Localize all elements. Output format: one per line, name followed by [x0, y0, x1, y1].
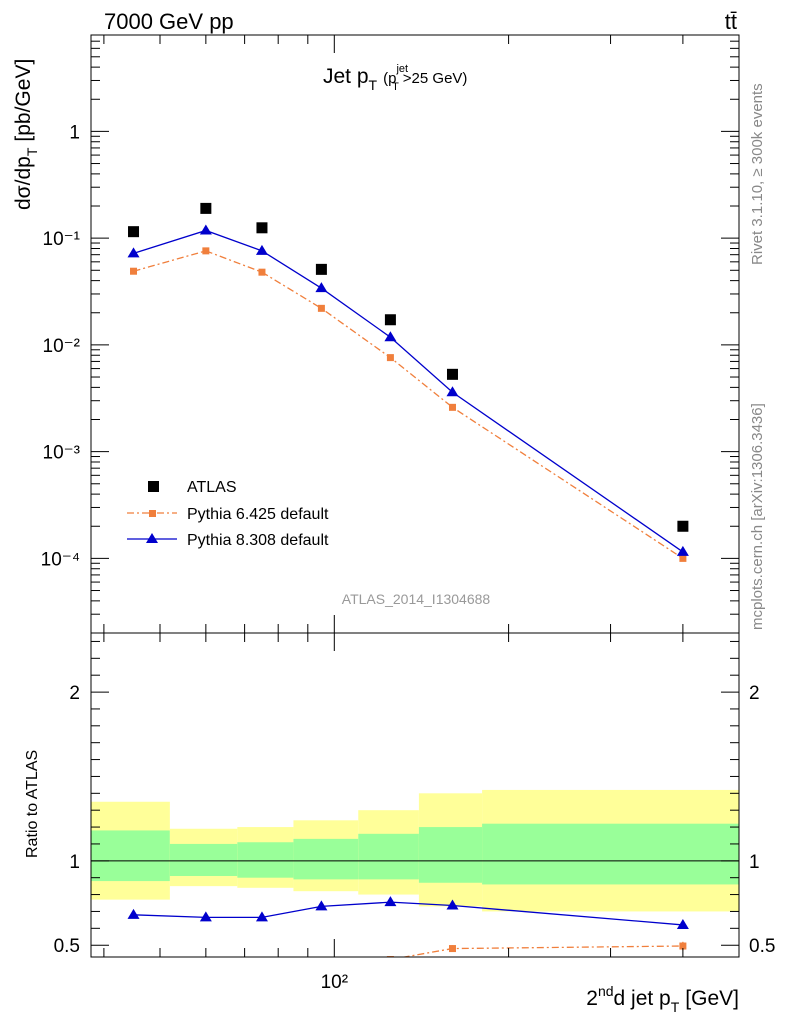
ratio-y-tick-label: 1	[69, 852, 80, 873]
title-paren-sub: T	[392, 81, 399, 93]
ratio-panel: 10² 0.5 0.5 1 1 2 2 Ratio to ATLAS	[24, 632, 775, 993]
title-paren-sup: jet	[395, 63, 408, 75]
ratio-pythia6-point	[202, 964, 209, 971]
legend-label-pythia6: Pythia 6.425 default	[187, 506, 329, 523]
title-sub: T	[369, 77, 378, 93]
xlabel-sub: T	[671, 999, 680, 1015]
ratio-pythia8-point	[676, 918, 689, 929]
ratio-y-axis-label: Ratio to ATLAS	[24, 750, 41, 858]
pythia6-point	[202, 247, 210, 255]
pythia8-point	[127, 247, 140, 258]
pythia6-point	[317, 304, 325, 312]
ratio-pythia8-point	[255, 911, 268, 922]
xlabel-b: d jet p	[614, 987, 671, 1010]
atlas-point	[200, 202, 212, 214]
legend: ATLAS Pythia 6.425 default Pythia 8.308 …	[127, 479, 329, 549]
legend-entry-pythia6: Pythia 6.425 default	[127, 506, 329, 523]
y-tick-label: 10⁻¹	[43, 229, 81, 250]
y-tick-label: 10⁻³	[43, 443, 81, 464]
pythia8-point	[446, 386, 459, 397]
pythia6-point	[679, 554, 687, 562]
main-axis-ticks: 10⁻⁴ 10⁻³ 10⁻² 10⁻¹ 1	[41, 34, 740, 634]
analysis-id-label: ATLAS_2014_I1304688	[342, 591, 491, 607]
atlas-point	[315, 263, 327, 275]
x-axis-label: 2ndd jet pT [GeV]	[586, 983, 739, 1015]
x-tick-label: 10²	[321, 972, 348, 993]
ratio-pythia6-point	[318, 961, 325, 968]
xlabel-sup: nd	[598, 983, 614, 999]
ratio-y-tick-label-right: 0.5	[749, 936, 775, 957]
main-y-axis-label: dσ/dpT [pb/GeV]	[12, 59, 40, 210]
main-panel: 10⁻⁴10⁻³10⁻²10⁻¹1 Jet pT (pjet T >25 GeV) d…	[12, 34, 740, 634]
ratio-series-clipped	[127, 896, 689, 974]
title-main: Jet p	[323, 65, 369, 88]
ratio-pythia6-point	[679, 942, 687, 950]
main-series-layer	[127, 202, 689, 562]
legend-entry-atlas: ATLAS	[148, 479, 237, 496]
pythia8-point	[255, 244, 268, 255]
ratio-pythia8-point	[127, 908, 140, 919]
pythia8-point	[676, 545, 689, 556]
atlas-point	[446, 368, 458, 380]
ratio-inner-band	[293, 838, 359, 880]
pythia6-point	[386, 354, 394, 362]
mcplots-label: mcplots.cern.ch [arXiv:1306.3436]	[749, 403, 766, 630]
ratio-pythia8-point	[446, 899, 459, 910]
pythia8-point	[315, 282, 328, 293]
ratio-pythia8-point	[315, 900, 328, 911]
ratio-pythia6-line	[401, 945, 683, 957]
y-tick-label: 1	[69, 122, 80, 143]
ylabel-sub: T	[24, 147, 40, 156]
ratio-y-tick-label-right: 1	[749, 852, 760, 873]
ratio-inner-band	[237, 842, 294, 878]
ylabel-unit: [pb/GeV]	[12, 59, 35, 142]
atlas-point	[384, 314, 396, 326]
ratio-pythia6-point	[448, 945, 456, 953]
title-paren-open: (p	[383, 70, 396, 87]
xlabel-a: 2	[586, 987, 598, 1010]
xlabel-unit: [GeV]	[685, 987, 739, 1010]
ratio-uncertainty-bands	[91, 789, 739, 912]
header-right-label: tt̄	[725, 9, 737, 34]
legend-marker-pythia6	[149, 510, 156, 517]
ratio-pythia6-point	[130, 959, 137, 966]
pythia8-point	[199, 224, 212, 235]
header-left-label: 7000 GeV pp	[104, 9, 234, 34]
ratio-y-tick-label: 2	[69, 683, 80, 704]
atlas-point	[128, 226, 140, 238]
y-tick-label: 10⁻⁴	[41, 549, 80, 570]
ratio-inner-band	[482, 823, 739, 885]
pythia8-point	[384, 331, 397, 342]
pythia6-point	[258, 268, 266, 276]
ratio-inner-band	[418, 827, 483, 883]
legend-marker-pythia8	[146, 533, 158, 543]
ratio-panel-frame	[90, 632, 740, 958]
ratio-pythia8-point	[384, 896, 397, 907]
ratio-inner-band	[91, 830, 170, 882]
ratio-pythia8-point	[199, 911, 212, 922]
pythia6-point	[130, 267, 138, 275]
ratio-pythia6-point	[258, 967, 265, 974]
atlas-point	[677, 520, 689, 532]
main-title: Jet pT (pjet T >25 GeV)	[323, 63, 467, 93]
rivet-version-label: Rivet 3.1.10, ≥ 300k events	[749, 83, 766, 265]
legend-entry-pythia8: Pythia 8.308 default	[127, 532, 329, 549]
legend-label-atlas: ATLAS	[187, 479, 237, 496]
ratio-inner-band	[169, 843, 238, 876]
ratio-series-layer	[127, 896, 689, 974]
title-paren-rest: >25 GeV)	[403, 70, 468, 87]
atlas-point	[256, 222, 268, 234]
ratio-axis-ticks: 10² 0.5 0.5 1 1 2 2	[54, 633, 775, 993]
legend-label-pythia8: Pythia 8.308 default	[187, 532, 329, 549]
ylabel-main: dσ/dp	[12, 156, 35, 210]
ratio-y-tick-label: 0.5	[54, 936, 80, 957]
y-tick-label: 10⁻²	[43, 336, 81, 357]
legend-marker-atlas	[148, 481, 159, 492]
ratio-y-tick-label-right: 2	[749, 683, 760, 704]
pythia6-point	[448, 403, 456, 411]
ratio-inner-band	[358, 833, 419, 880]
